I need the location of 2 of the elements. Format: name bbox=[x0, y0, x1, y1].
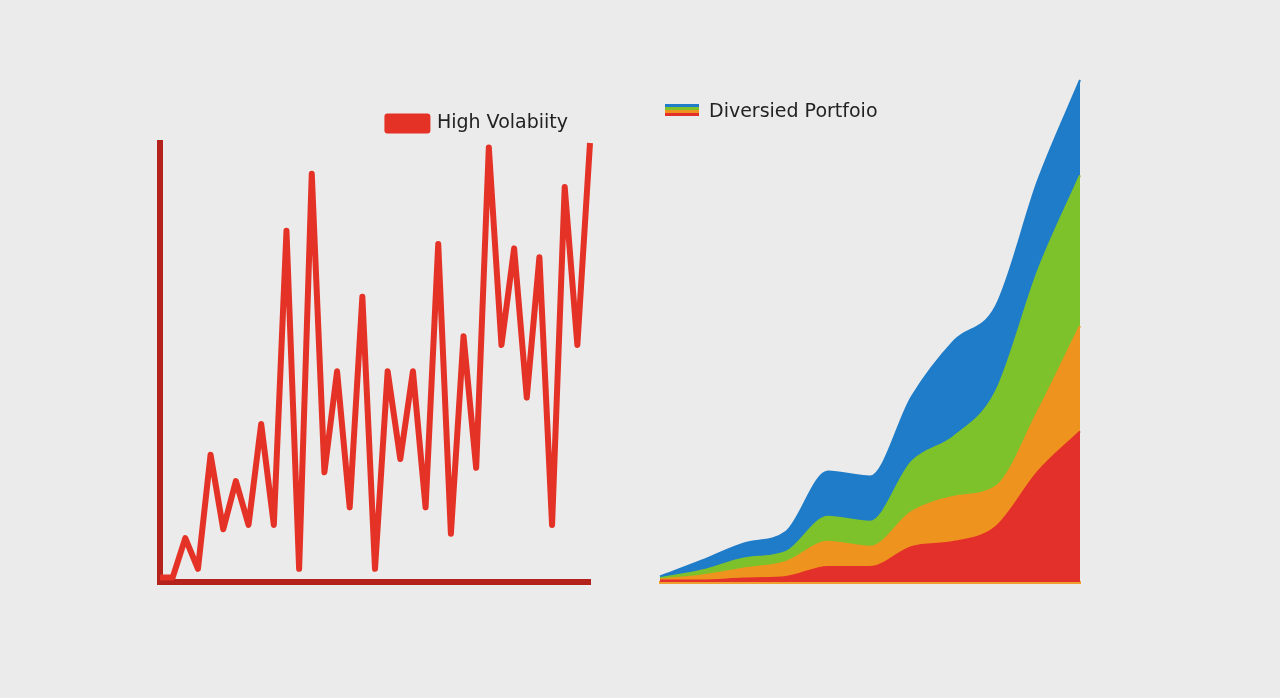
legend-label: High Volabiity bbox=[436, 110, 568, 133]
text: Diversied Portfoio bbox=[709, 99, 878, 121]
